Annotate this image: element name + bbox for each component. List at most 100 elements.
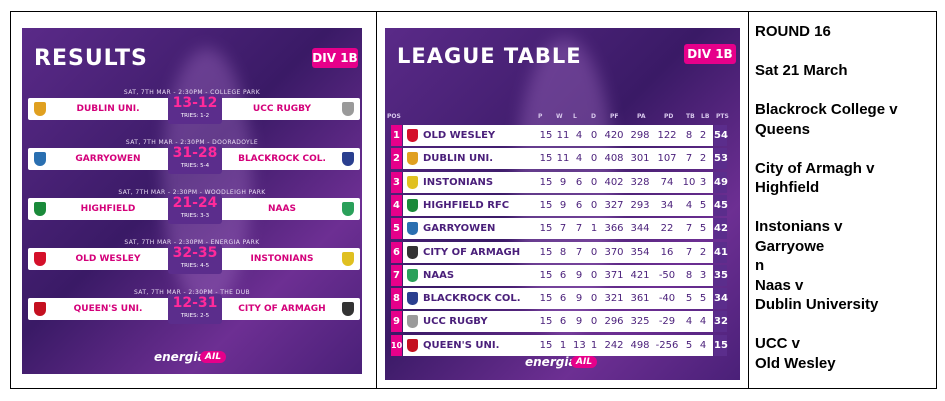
team-name: HIGHFIELD RFC <box>423 199 510 211</box>
stat-pf: 402 <box>604 176 624 188</box>
home-team: GARRYOWEN <box>75 154 141 164</box>
stat-d: 0 <box>590 153 598 165</box>
round-heading: ROUND 16 <box>755 23 831 40</box>
fixture-gap <box>755 315 933 335</box>
stat-pa: 361 <box>630 293 650 305</box>
position-cell: 6 <box>391 241 402 263</box>
fixture-line: n <box>755 257 765 274</box>
stat-l: 4 <box>575 130 583 141</box>
points-cell: 34 <box>714 288 728 310</box>
stat-l: 6 <box>575 176 583 188</box>
sponsor-logo: energia <box>154 350 206 364</box>
table-row: 1 OLD WESLEY 15 11 4 0 420 298 122 8 2 54 <box>391 125 740 146</box>
column-header: W <box>556 113 563 120</box>
tries: TRIES: 5-4 <box>180 163 210 169</box>
column-header: L <box>573 113 577 120</box>
fixture-line: Dublin University <box>755 296 879 313</box>
match-row: GARRYOWEN 31-28 TRIES: 5-4 BLACKROCK COL. <box>28 144 360 174</box>
stat-lb: 2 <box>699 130 707 141</box>
stat-d: 0 <box>590 316 598 328</box>
stat-tb: 5 <box>685 339 693 351</box>
column-divider <box>748 12 749 388</box>
fixture-line: Blackrock College v <box>755 101 898 118</box>
stat-w: 7 <box>559 223 567 235</box>
stat-p: 15 <box>539 293 553 305</box>
stat-d: 1 <box>590 223 598 235</box>
stat-tb: 4 <box>685 316 693 328</box>
position-cell: 4 <box>391 194 402 216</box>
stat-d: 0 <box>590 293 598 305</box>
team-crest-icon <box>407 292 418 306</box>
stat-w: 11 <box>556 130 570 141</box>
points-cell: 15 <box>714 334 728 356</box>
away-team: UCC RUGBY <box>252 104 312 114</box>
stat-pf: 420 <box>604 130 624 141</box>
fixture-line: Garryowe <box>755 237 825 255</box>
table-row: 6 CITY OF ARMAGH 15 8 7 0 370 354 16 7 2 41 <box>391 241 740 263</box>
stat-lb: 5 <box>699 223 707 235</box>
stat-pd: 34 <box>660 199 674 211</box>
table-row: 7 NAAS 15 6 9 0 371 421 -50 8 3 35 <box>391 264 740 286</box>
results-graphic: RESULTS DIV 1B SAT, 7TH MAR - 2:30PM - C… <box>22 28 362 374</box>
stat-pf: 371 <box>604 269 624 281</box>
stat-lb: 5 <box>699 293 707 305</box>
points-cell: 54 <box>714 125 728 146</box>
stat-pf: 370 <box>604 246 624 258</box>
column-header: PD <box>664 113 674 120</box>
stat-p: 15 <box>539 130 553 141</box>
ail-badge: AIL <box>571 356 598 368</box>
column-header: POS <box>387 113 401 120</box>
column-header: PTS <box>716 113 729 120</box>
round-date: Sat 21 March <box>755 62 848 79</box>
match-meta: SAT, 7TH MAR - 2:30PM - ENERGIA PARK <box>124 239 260 246</box>
stat-pd: -40 <box>658 293 676 305</box>
team-crest-icon <box>407 222 418 236</box>
stat-pf: 321 <box>604 293 624 305</box>
home-team: HIGHFIELD <box>80 204 136 214</box>
stat-p: 15 <box>539 339 553 351</box>
stat-w: 9 <box>559 199 567 211</box>
home-team: DUBLIN UNI. <box>76 104 140 114</box>
row-body: NAAS 15 6 9 0 371 421 -50 8 3 <box>403 264 713 286</box>
tries: TRIES: 3-3 <box>180 213 210 219</box>
points-cell: 32 <box>714 311 728 333</box>
row-body: CITY OF ARMAGH 15 8 7 0 370 354 16 7 2 <box>403 241 713 263</box>
team-crest-icon <box>407 338 418 352</box>
score-box: 31-28 TRIES: 5-4 <box>168 144 222 174</box>
fixture-list: Blackrock College v Queens City of Armagh … <box>755 100 933 373</box>
team-crest-icon <box>407 175 418 189</box>
match-meta: SAT, 7TH MAR - 2:30PM - WOODLEIGH PARK <box>118 189 266 196</box>
stat-d: 0 <box>590 246 598 258</box>
stat-l: 13 <box>573 339 586 351</box>
table-row: 2 DUBLIN UNI. 15 11 4 0 408 301 107 7 2 53 <box>391 148 740 170</box>
points-cell: 41 <box>714 241 728 263</box>
table-row: 3 INSTONIANS 15 9 6 0 402 328 74 10 3 49 <box>391 171 740 193</box>
results-title: RESULTS <box>34 46 148 71</box>
ail-badge: AIL <box>200 351 227 363</box>
team-name: OLD WESLEY <box>423 130 496 141</box>
stat-pa: 421 <box>630 269 650 281</box>
stat-pa: 498 <box>630 339 650 351</box>
row-body: UCC RUGBY 15 6 9 0 296 325 -29 4 4 <box>403 311 713 333</box>
team-crest-icon <box>407 268 418 282</box>
stat-w: 6 <box>559 293 567 305</box>
fixtures-text: ROUND 16 Sat 21 March Blackrock College … <box>755 22 933 373</box>
team-name: QUEEN'S UNI. <box>423 339 500 351</box>
team-crest-icon <box>407 129 418 142</box>
team-name: GARRYOWEN <box>423 223 496 235</box>
stat-w: 11 <box>556 153 570 165</box>
away-team: BLACKROCK COL. <box>238 154 326 164</box>
stat-p: 15 <box>539 223 553 235</box>
stat-l: 7 <box>575 246 583 258</box>
home-team: OLD WESLEY <box>75 254 141 264</box>
team-name: NAAS <box>423 269 455 281</box>
home-crest-icon <box>34 102 46 116</box>
table-row: 9 UCC RUGBY 15 6 9 0 296 325 -29 4 4 32 <box>391 311 740 333</box>
match-meta: SAT, 7TH MAR - 2:30PM - THE DUB <box>133 289 251 296</box>
team-name: UCC RUGBY <box>423 316 488 328</box>
fixture-line: UCC v <box>755 335 801 352</box>
stat-pa: 301 <box>630 153 650 165</box>
stat-pd: 122 <box>657 130 677 141</box>
fixture-line: Old Wesley <box>755 354 836 372</box>
score-box: 21-24 TRIES: 3-3 <box>168 194 222 224</box>
